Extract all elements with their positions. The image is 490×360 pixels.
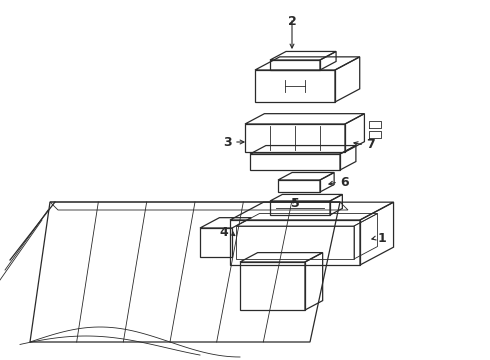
Text: 7: 7: [366, 139, 375, 152]
Text: 3: 3: [223, 135, 232, 148]
Text: 4: 4: [219, 225, 228, 238]
Text: 6: 6: [340, 175, 348, 189]
Text: 5: 5: [291, 197, 299, 210]
Text: 1: 1: [378, 231, 387, 244]
Text: 2: 2: [288, 15, 296, 28]
